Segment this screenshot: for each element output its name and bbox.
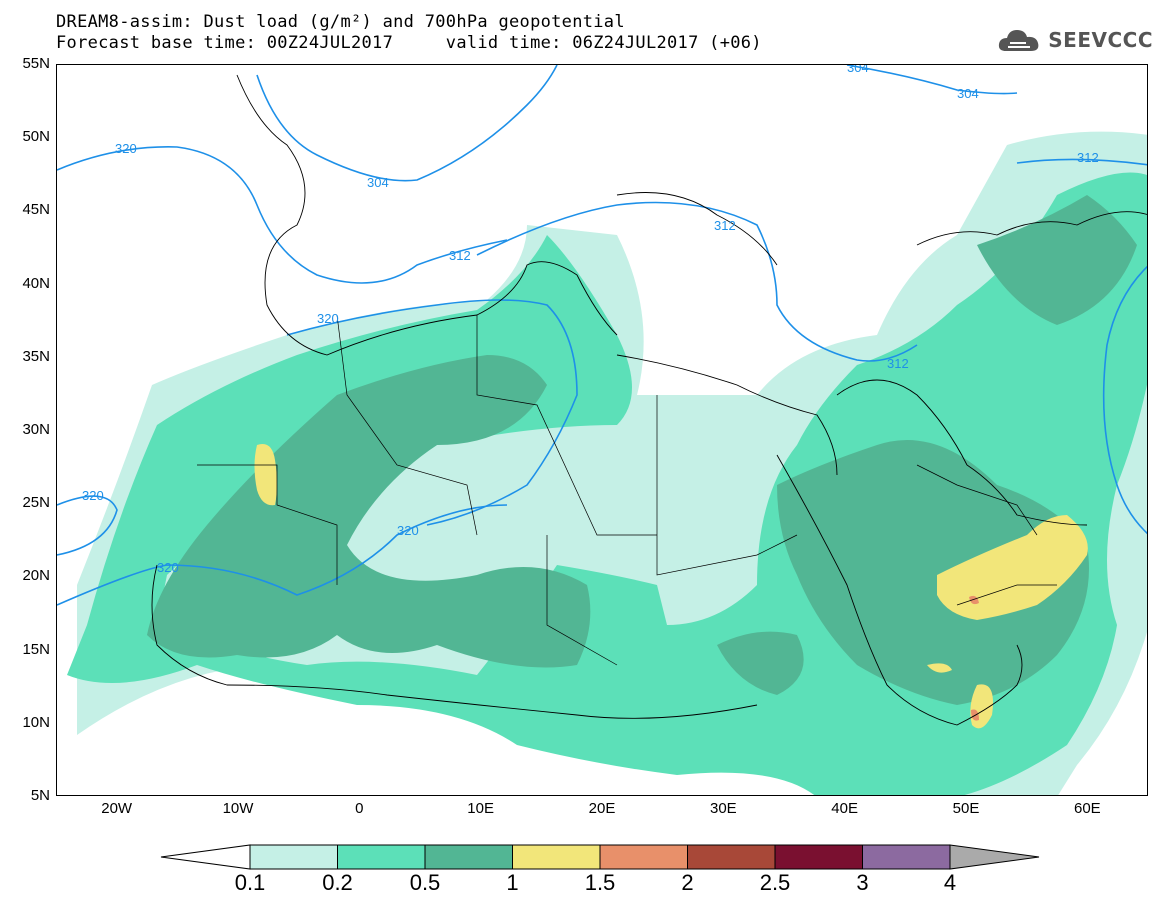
country-borders bbox=[197, 314, 1057, 666]
logo-text: SEEVCCC bbox=[1048, 28, 1153, 52]
map-panel[interactable]: 320 320 320 320 320 312 312 312 312 304 … bbox=[56, 64, 1148, 796]
lat-label: 30N bbox=[22, 421, 50, 438]
coastlines bbox=[151, 74, 1147, 726]
contour-label: 304 bbox=[847, 65, 869, 75]
colorbar-swatch bbox=[599, 844, 688, 870]
colorbar-level-label: 2.5 bbox=[759, 870, 791, 895]
colorbar-swatch bbox=[512, 844, 601, 870]
colorbar-swatch bbox=[862, 844, 951, 870]
lat-label: 10N bbox=[22, 713, 50, 731]
contour-label: 320 bbox=[157, 560, 179, 575]
colorbar-level-label: 1.5 bbox=[584, 870, 616, 895]
lat-label: 50N bbox=[22, 128, 50, 146]
lat-label: 15N bbox=[22, 640, 50, 658]
title-line-2: Forecast base time: 00Z24JUL2017 valid t… bbox=[56, 33, 762, 53]
contour-label: 320 bbox=[397, 523, 419, 538]
contour-label: 320 bbox=[317, 311, 339, 326]
lon-label: 10W bbox=[222, 800, 254, 817]
colorbar-swatch bbox=[337, 844, 426, 870]
lat-label: 40N bbox=[22, 274, 50, 292]
seevccc-logo: SEEVCCC bbox=[996, 24, 1153, 56]
contour-label: 304 bbox=[957, 86, 979, 101]
contour-label: 320 bbox=[82, 488, 104, 503]
colorbar-level-label: 4 bbox=[943, 870, 957, 895]
lon-label: 30E bbox=[709, 800, 737, 817]
lon-label: 10E bbox=[467, 800, 495, 817]
colorbar-below-triangle bbox=[160, 844, 251, 870]
contour-label: 304 bbox=[367, 175, 389, 190]
colorbar-level-label: 3 bbox=[856, 870, 869, 895]
lat-label: 55N bbox=[22, 55, 50, 72]
lon-label: 0 bbox=[355, 800, 364, 817]
lon-label: 20E bbox=[588, 800, 616, 817]
colorbar-swatch bbox=[249, 844, 338, 870]
dust-map: 320 320 320 320 320 312 312 312 312 304 … bbox=[57, 65, 1147, 795]
lat-label: 20N bbox=[22, 567, 50, 585]
colorbar-above-triangle bbox=[949, 844, 1040, 870]
colorbar-swatch bbox=[687, 844, 776, 870]
lat-label: 35N bbox=[22, 347, 50, 365]
contour-label: 312 bbox=[1077, 150, 1099, 165]
geopotential-contours bbox=[57, 65, 1147, 606]
lat-label: 25N bbox=[22, 494, 50, 512]
contour-label: 312 bbox=[714, 218, 736, 233]
colorbar-level-label: 2 bbox=[681, 870, 694, 895]
colorbar-level-label: 1 bbox=[506, 870, 519, 895]
contour-label: 312 bbox=[887, 356, 909, 371]
colorbar-level-label: 0.2 bbox=[322, 870, 353, 895]
contour-label: 320 bbox=[115, 141, 137, 156]
colorbar-swatch bbox=[424, 844, 513, 870]
lon-label: 60E bbox=[1073, 800, 1101, 817]
lat-label: 45N bbox=[22, 201, 50, 219]
colorbar-swatch bbox=[774, 844, 863, 870]
title-line-1: DREAM8-assim: Dust load (g/m²) and 700hP… bbox=[56, 12, 625, 32]
contour-label: 312 bbox=[449, 248, 471, 263]
colorbar bbox=[160, 844, 1040, 870]
lon-label: 20W bbox=[101, 800, 133, 817]
colorbar-level-label: 0.1 bbox=[234, 870, 266, 895]
colorbar-level-label: 0.5 bbox=[409, 870, 441, 895]
cloud-icon bbox=[999, 30, 1039, 51]
lon-label: 40E bbox=[831, 800, 859, 817]
lon-label: 50E bbox=[952, 800, 980, 817]
lat-label: 5N bbox=[30, 787, 50, 804]
dust-layer-1 bbox=[254, 444, 1088, 729]
contour-labels: 320 320 320 320 320 312 312 312 312 304 … bbox=[82, 65, 1099, 575]
